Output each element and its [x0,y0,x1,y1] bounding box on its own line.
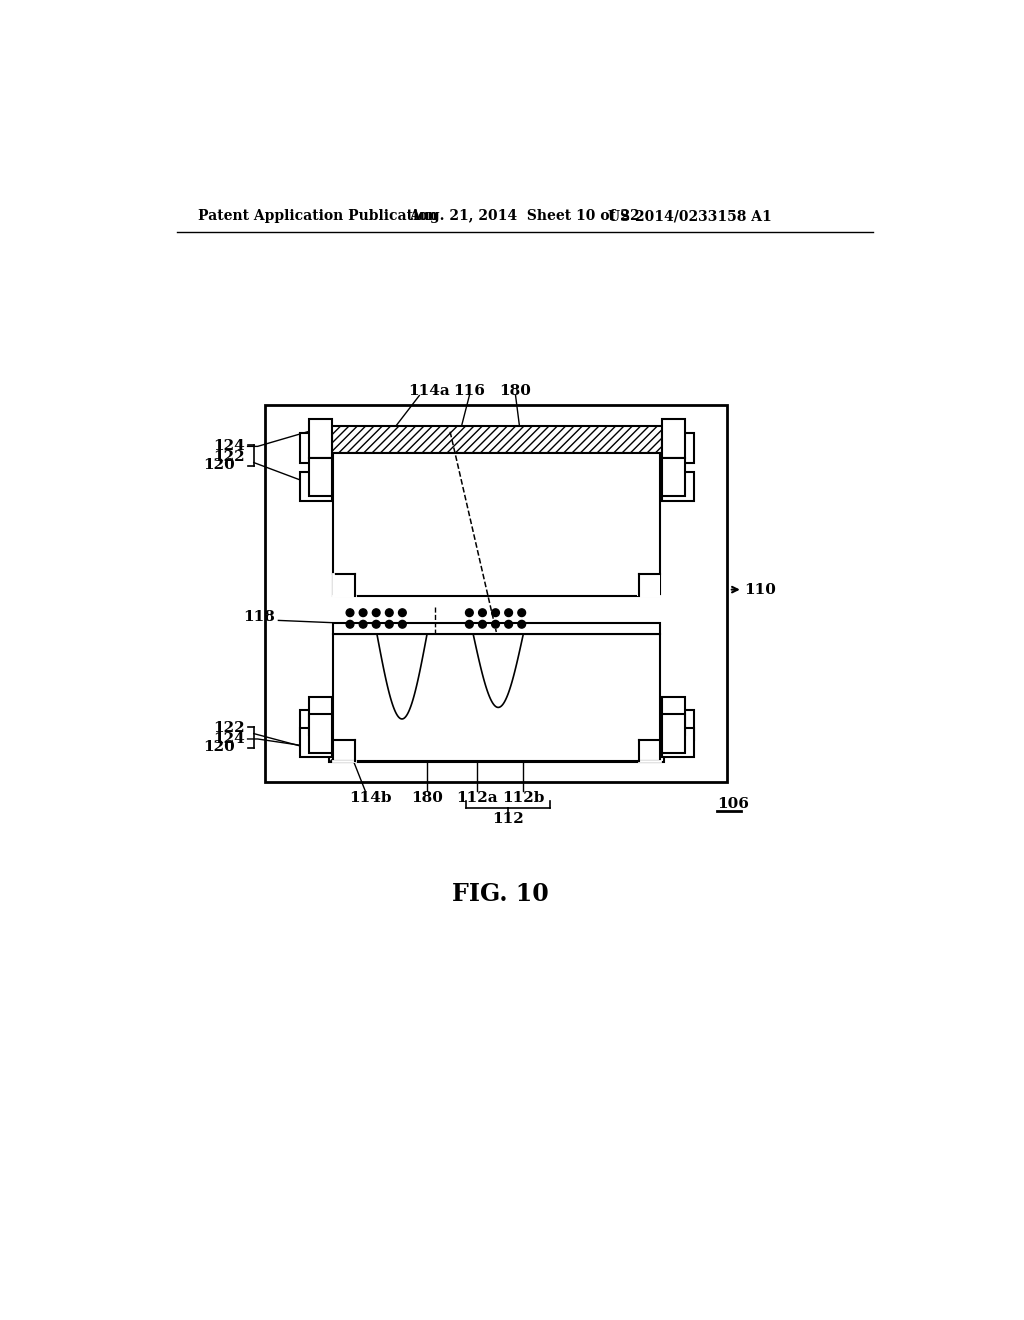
Bar [309,458,333,496]
Bar [333,573,356,595]
Bar [309,420,333,458]
Bar [300,710,333,739]
Bar [637,573,660,595]
Text: 112: 112 [492,812,523,826]
Circle shape [398,620,407,628]
Bar [330,734,665,762]
Text: 112a: 112a [457,791,498,804]
Bar [300,729,333,758]
Bar [309,697,333,735]
Circle shape [478,620,486,628]
Bar [300,433,333,462]
Circle shape [346,609,354,616]
Circle shape [373,609,380,616]
Circle shape [466,620,473,628]
Circle shape [385,620,393,628]
Bar [662,697,685,735]
Text: 124: 124 [213,733,245,746]
Text: 124: 124 [213,440,245,453]
Text: 118: 118 [244,610,275,623]
Bar [662,729,694,758]
Bar [333,453,660,595]
Circle shape [492,620,500,628]
Circle shape [398,609,407,616]
Circle shape [505,609,512,616]
Bar [333,635,660,762]
Circle shape [359,609,367,616]
Circle shape [492,609,500,616]
Text: 106: 106 [717,797,750,810]
Text: 122: 122 [213,450,245,465]
Circle shape [466,609,473,616]
Text: 180: 180 [500,384,531,397]
Bar [662,714,685,752]
Text: 120: 120 [203,739,234,754]
Bar [662,433,694,462]
Circle shape [518,620,525,628]
Text: 116: 116 [454,384,485,397]
Bar [309,714,333,752]
Circle shape [478,609,486,616]
Text: 112b: 112b [502,791,545,804]
Bar [300,471,333,502]
Text: 180: 180 [411,791,443,804]
Text: 120: 120 [203,458,234,471]
Circle shape [505,620,512,628]
Bar [333,623,660,635]
Circle shape [346,620,354,628]
Text: 114b: 114b [349,791,392,804]
Bar [662,458,685,496]
Bar [662,420,685,458]
Text: US 2014/0233158 A1: US 2014/0233158 A1 [608,209,772,223]
Text: 110: 110 [744,582,776,597]
Circle shape [385,609,393,616]
Circle shape [518,609,525,616]
Bar [662,471,694,502]
Circle shape [359,620,367,628]
Circle shape [373,620,380,628]
Text: FIG. 10: FIG. 10 [452,882,549,906]
Text: 122: 122 [213,721,245,735]
Text: 114a: 114a [409,384,451,397]
Bar [330,425,665,453]
Text: Aug. 21, 2014  Sheet 10 of 22: Aug. 21, 2014 Sheet 10 of 22 [410,209,640,223]
Bar [265,405,727,781]
Text: Patent Application Publication: Patent Application Publication [199,209,438,223]
Bar [662,710,694,739]
